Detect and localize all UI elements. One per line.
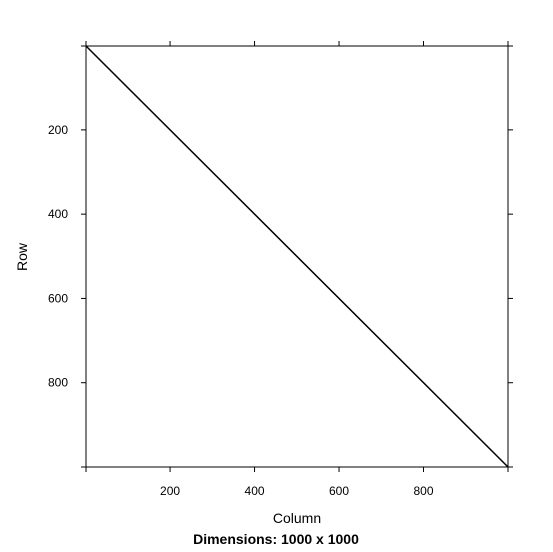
y-axis-right-ticks [508, 45, 513, 468]
x-tick-label: 600 [329, 484, 349, 498]
x-tick-label: 800 [413, 484, 433, 498]
x-axis-top-ticks [85, 41, 509, 46]
y-axis-left-ticks: 200 400 600 800 [48, 45, 86, 468]
y-tick-label: 200 [48, 123, 68, 137]
x-tick-label: 200 [160, 484, 180, 498]
series-line [85, 45, 509, 468]
x-tick-label: 400 [245, 484, 265, 498]
y-tick-label: 600 [48, 291, 68, 305]
y-axis-label: Row [14, 242, 30, 271]
y-tick-label: 400 [48, 207, 68, 221]
chart-title: Dimensions: 1000 x 1000 [193, 531, 359, 547]
series-layer [85, 45, 509, 468]
x-axis-label: Column [273, 510, 321, 526]
x-axis-bottom-ticks: 200 400 600 800 [85, 467, 509, 498]
plot-frame [85, 45, 509, 468]
y-tick-label: 800 [48, 376, 68, 390]
